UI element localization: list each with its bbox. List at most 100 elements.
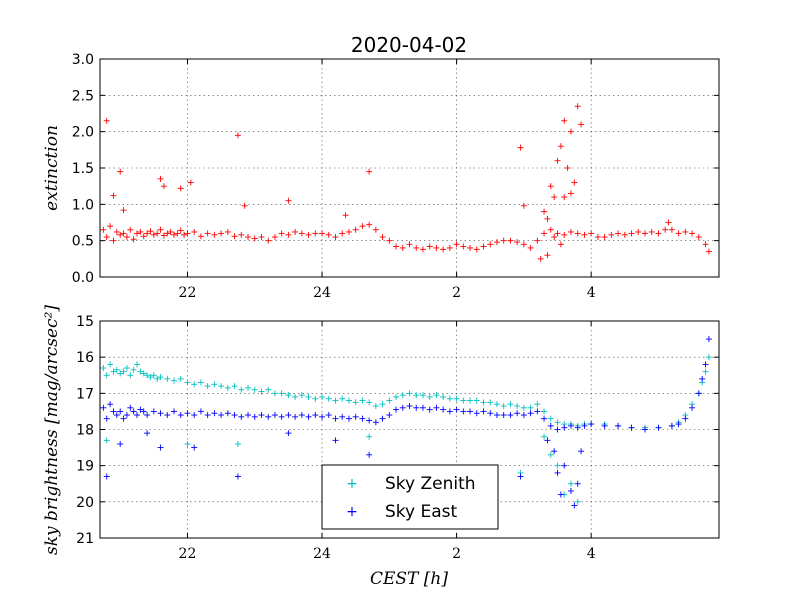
extinction-data-point xyxy=(493,239,500,246)
sky-east-data-point xyxy=(234,473,241,480)
extinction-data-point xyxy=(567,128,574,135)
sky-brightness-y-axis-label: sky brightness [mag/arcsec²] xyxy=(42,305,62,555)
sky-east-data-point xyxy=(271,412,278,419)
sky-zenith-data-point xyxy=(359,397,366,404)
legend-label-sky-east: Sky East xyxy=(385,502,458,522)
sky-zenith-data-point xyxy=(460,397,467,404)
sky-zenith-data-point xyxy=(480,399,487,406)
sky-east-data-point xyxy=(258,412,265,419)
sky-east-data-point xyxy=(251,413,258,420)
extinction-data-point xyxy=(292,228,299,235)
sky-zenith-data-point xyxy=(399,392,406,399)
sky-brightness-y-tick-label: 18 xyxy=(76,423,94,439)
sky-east-data-point xyxy=(534,408,541,415)
sky-zenith-data-point xyxy=(433,392,440,399)
sky-east-data-point xyxy=(487,410,494,417)
sky-east-data-point xyxy=(103,473,110,480)
sky-east-data-point xyxy=(332,437,339,444)
sky-zenith-data-point xyxy=(184,379,191,386)
extinction-data-point xyxy=(171,231,178,238)
chart-title: 2020-04-02 xyxy=(351,33,467,57)
sky-zenith-data-point xyxy=(258,388,265,395)
extinction-ticks: 22 24 2 40.00.51.01.52.02.53.0 xyxy=(72,52,719,301)
sky-zenith-data-point xyxy=(184,440,191,447)
sky-east-data-point xyxy=(554,426,561,433)
sky-zenith-data-point xyxy=(100,365,107,372)
extinction-data-point xyxy=(419,246,426,253)
extinction-data-point xyxy=(467,244,474,251)
extinction-data-point xyxy=(601,234,608,241)
sky-zenith-data-point xyxy=(130,366,137,373)
sky-east-data-point xyxy=(339,413,346,420)
sky-east-data-point xyxy=(695,390,702,397)
sky-zenith-data-point xyxy=(140,370,147,377)
sky-east-data-point xyxy=(197,408,204,415)
extinction-data-point xyxy=(534,237,541,244)
sky-zenith-data-point xyxy=(123,365,130,372)
sky-east-data-point xyxy=(574,480,581,487)
extinction-data-point xyxy=(150,231,157,238)
sky-zenith-data-point xyxy=(154,375,161,382)
extinction-data-point xyxy=(399,244,406,251)
extinction-data-point xyxy=(184,230,191,237)
sky-east-data-point xyxy=(453,406,460,413)
sky-zenith-data-point xyxy=(218,383,225,390)
sky-zenith-data-point xyxy=(366,399,373,406)
extinction-data-point xyxy=(113,228,120,235)
extinction-data-point xyxy=(160,183,167,190)
extinction-x-tick-label: 24 xyxy=(313,285,331,301)
extinction-data-point xyxy=(140,233,147,240)
extinction-data-point xyxy=(527,244,534,251)
extinction-data-point xyxy=(305,231,312,238)
sky-zenith-data-point xyxy=(702,368,709,375)
extinction-data-point xyxy=(154,230,161,237)
sky-east-data-point xyxy=(204,412,211,419)
legend-entry-sky-zenith: + Sky Zenith xyxy=(346,474,475,494)
sky-zenith-data-point xyxy=(547,415,554,422)
sky-brightness-x-tick-label: 24 xyxy=(313,546,331,562)
sky-east-data-point xyxy=(554,469,561,476)
sky-zenith-data-point xyxy=(446,395,453,402)
extinction-data-point xyxy=(174,230,181,237)
sky-east-data-point xyxy=(561,424,568,431)
sky-brightness-y-tick-label: 21 xyxy=(76,531,94,547)
sky-east-data-point xyxy=(278,413,285,420)
extinction-data-point xyxy=(177,227,184,234)
extinction-points xyxy=(100,103,712,262)
sky-brightness-y-tick-label: 20 xyxy=(76,495,94,511)
sky-zenith-data-point xyxy=(413,392,420,399)
sky-zenith-data-point xyxy=(278,390,285,397)
sky-east-data-point xyxy=(406,402,413,409)
sky-zenith-data-point xyxy=(527,404,534,411)
sky-east-data-point xyxy=(615,422,622,429)
sky-zenith-data-point xyxy=(103,372,110,379)
sky-zenith-data-point xyxy=(103,437,110,444)
extinction-data-point xyxy=(177,185,184,192)
sky-east-data-point xyxy=(140,408,147,415)
sky-east-data-point xyxy=(581,422,588,429)
sky-zenith-data-point xyxy=(157,374,164,381)
sky-east-data-point xyxy=(527,410,534,417)
extinction-data-point xyxy=(157,226,164,233)
extinction-data-point xyxy=(298,230,305,237)
extinction-y-tick-label: 0.5 xyxy=(72,234,94,250)
extinction-data-point xyxy=(342,212,349,219)
extinction-data-point xyxy=(574,103,581,110)
sky-east-data-point xyxy=(134,412,141,419)
sky-east-data-point xyxy=(123,412,130,419)
extinction-data-point xyxy=(231,233,238,240)
sky-east-data-point xyxy=(426,406,433,413)
sky-east-data-point xyxy=(150,408,157,415)
extinction-data-point xyxy=(224,228,231,235)
extinction-data-point xyxy=(285,197,292,204)
extinction-data-point xyxy=(103,234,110,241)
sky-zenith-data-point xyxy=(339,395,346,402)
extinction-data-point xyxy=(689,230,696,237)
sky-zenith-data-point xyxy=(144,372,151,379)
sky-zenith-data-point xyxy=(285,392,292,399)
sky-east-data-point xyxy=(305,413,312,420)
sky-zenith-data-point xyxy=(117,370,124,377)
sky-zenith-data-point xyxy=(204,383,211,390)
sky-zenith-data-point xyxy=(150,372,157,379)
sky-zenith-data-point xyxy=(234,440,241,447)
